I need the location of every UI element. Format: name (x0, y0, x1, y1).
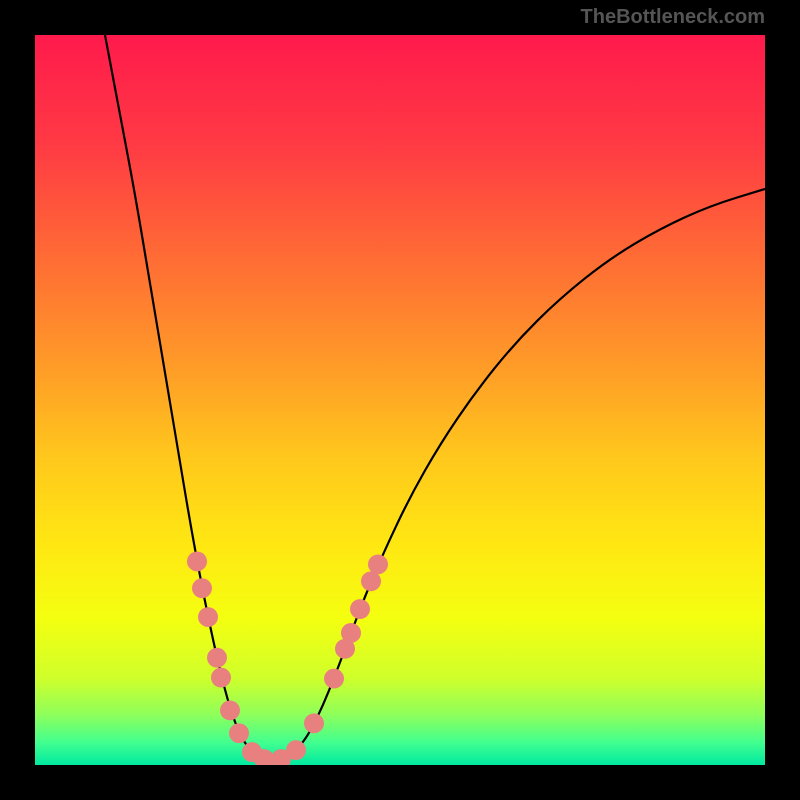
data-marker (286, 740, 306, 760)
data-marker (211, 668, 231, 688)
data-marker (229, 723, 249, 743)
data-marker (220, 700, 240, 720)
data-marker (192, 578, 212, 598)
data-marker (368, 554, 388, 574)
attribution-text: TheBottleneck.com (581, 6, 765, 29)
plot-area (35, 35, 765, 765)
data-marker (207, 648, 227, 668)
marker-group (187, 551, 388, 765)
data-marker (304, 713, 324, 733)
data-marker (341, 623, 361, 643)
bottleneck-curve (105, 35, 765, 760)
data-marker (187, 551, 207, 571)
data-marker (350, 599, 370, 619)
curve-overlay (35, 35, 765, 765)
data-marker (198, 607, 218, 627)
data-marker (324, 669, 344, 689)
